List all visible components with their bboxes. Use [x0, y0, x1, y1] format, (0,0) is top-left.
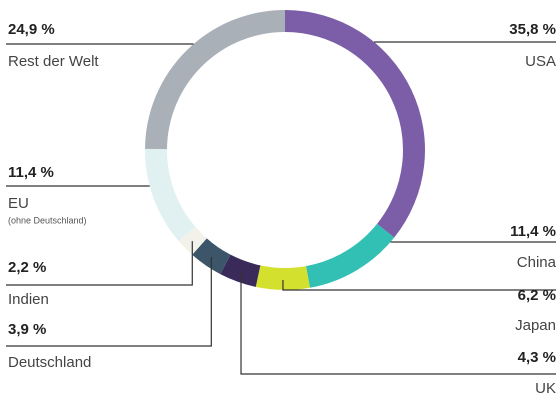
category-label: UK — [535, 380, 556, 397]
leader-line — [282, 279, 556, 291]
value-label: 2,2 % — [8, 259, 46, 276]
leader-line — [240, 272, 556, 375]
category-label: Indien — [8, 291, 49, 308]
donut-segment — [305, 223, 395, 288]
value-label: 11,4 % — [8, 164, 54, 181]
value-label: 3,9 % — [8, 321, 46, 338]
category-label: Japan — [515, 317, 556, 334]
donut-segment — [144, 148, 196, 242]
donut-segment — [145, 10, 285, 150]
donut-segment — [255, 265, 310, 290]
category-label: USA — [525, 53, 556, 70]
category-label: EU — [8, 195, 29, 212]
category-label: Rest der Welt — [8, 53, 99, 70]
annotation: (ohne Deutschland) — [8, 215, 87, 225]
value-label: 4,3 % — [518, 349, 556, 366]
donut-segment — [285, 10, 425, 238]
donut-segment — [220, 254, 261, 287]
leader-line — [6, 241, 193, 286]
donut-segment — [192, 238, 231, 275]
category-label: China — [517, 254, 557, 271]
value-label: 6,2 % — [518, 287, 556, 304]
category-label: Deutschland — [8, 354, 91, 371]
donut-segment — [178, 226, 207, 255]
value-label: 11,4 % — [510, 223, 556, 240]
leader-line — [6, 257, 212, 347]
value-label: 24,9 % — [8, 21, 55, 38]
value-label: 35,8 % — [509, 21, 556, 38]
